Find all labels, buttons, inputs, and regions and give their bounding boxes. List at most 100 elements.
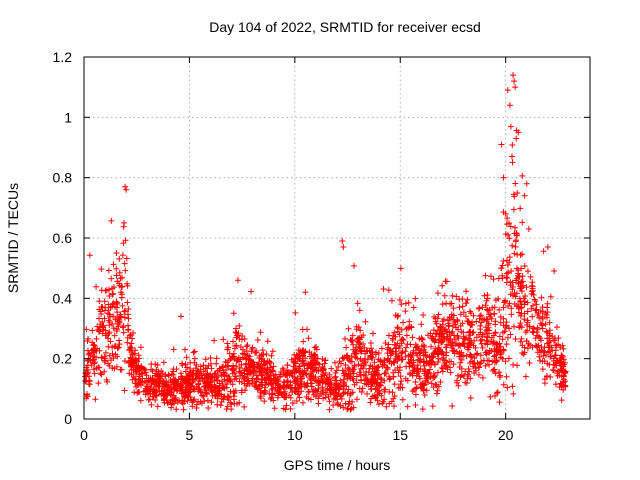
data-point <box>105 267 112 274</box>
data-point <box>170 346 177 353</box>
data-point <box>188 383 195 390</box>
data-point <box>114 309 121 316</box>
data-point <box>481 292 488 299</box>
data-point <box>186 388 193 395</box>
data-point <box>360 341 367 348</box>
data-point <box>116 255 123 262</box>
data-point <box>119 324 126 331</box>
data-point <box>88 362 95 369</box>
data-point <box>489 367 496 374</box>
data-point <box>457 359 464 366</box>
data-point <box>267 395 274 402</box>
data-point <box>485 357 492 364</box>
data-point <box>113 363 120 370</box>
data-point <box>507 331 514 338</box>
data-point <box>375 349 382 356</box>
data-point <box>412 401 419 408</box>
data-point <box>254 336 261 343</box>
data-point <box>322 391 329 398</box>
data-point <box>531 296 538 303</box>
data-point <box>496 306 503 313</box>
data-point <box>104 378 111 385</box>
data-point <box>182 384 189 391</box>
data-point <box>87 357 94 364</box>
data-point <box>91 359 98 366</box>
data-point <box>396 354 403 361</box>
data-point <box>285 382 292 389</box>
data-point <box>389 348 396 355</box>
data-point <box>302 383 309 390</box>
data-point <box>412 295 419 302</box>
data-point <box>121 387 128 394</box>
data-point <box>404 403 411 410</box>
data-point <box>268 386 275 393</box>
data-point <box>221 376 228 383</box>
data-point <box>522 373 529 380</box>
data-point <box>133 383 140 390</box>
data-point <box>183 391 190 398</box>
data-point <box>473 318 480 325</box>
data-point <box>295 365 302 372</box>
data-point <box>204 397 211 404</box>
y-tick-label: 1 <box>64 109 72 125</box>
data-point <box>521 298 528 305</box>
data-point <box>410 304 417 311</box>
data-point <box>467 395 474 402</box>
data-point <box>388 297 395 304</box>
data-point <box>503 257 510 264</box>
data-point <box>342 335 349 342</box>
data-point <box>203 391 210 398</box>
data-point <box>558 397 565 404</box>
data-point <box>282 371 289 378</box>
data-point <box>509 279 516 286</box>
data-point <box>435 339 442 346</box>
data-point <box>259 347 266 354</box>
data-point <box>455 335 462 342</box>
data-point <box>202 356 209 363</box>
data-point <box>302 289 309 296</box>
data-point <box>241 336 248 343</box>
data-point <box>416 373 423 380</box>
data-point <box>473 334 480 341</box>
data-point <box>469 322 476 329</box>
data-point <box>131 350 138 357</box>
data-point <box>368 385 375 392</box>
data-point <box>454 317 461 324</box>
data-point <box>101 353 108 360</box>
data-point <box>263 379 270 386</box>
data-point <box>521 192 528 199</box>
data-point <box>405 325 412 332</box>
data-point <box>559 367 566 374</box>
data-point <box>493 341 500 348</box>
data-point <box>212 391 219 398</box>
data-point <box>518 305 525 312</box>
data-point <box>392 345 399 352</box>
data-point <box>519 172 526 179</box>
data-point <box>345 325 352 332</box>
data-point <box>467 310 474 317</box>
data-point <box>517 279 524 286</box>
data-point <box>477 352 484 359</box>
data-point <box>225 363 232 370</box>
data-point <box>536 353 543 360</box>
data-point <box>134 389 141 396</box>
data-point <box>264 338 271 345</box>
data-point <box>229 353 236 360</box>
data-point <box>326 406 333 413</box>
y-tick-label: 0.2 <box>53 351 73 367</box>
data-point <box>431 373 438 380</box>
data-point <box>98 371 105 378</box>
data-point <box>274 378 281 385</box>
data-point <box>484 341 491 348</box>
data-point <box>308 355 315 362</box>
data-point <box>309 368 316 375</box>
data-point <box>234 277 241 284</box>
data-point <box>404 341 411 348</box>
data-point <box>200 368 207 375</box>
data-point <box>398 378 405 385</box>
data-point <box>536 314 543 321</box>
data-point <box>418 347 425 354</box>
data-point <box>328 365 335 372</box>
data-point <box>152 361 159 368</box>
